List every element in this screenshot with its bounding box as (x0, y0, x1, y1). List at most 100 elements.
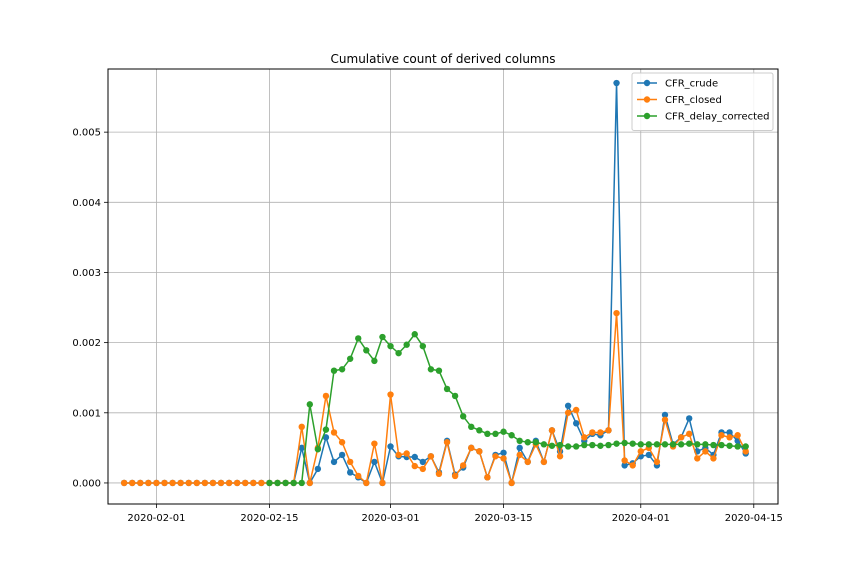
data-point (443, 385, 451, 393)
data-point (677, 441, 685, 448)
data-point (686, 440, 693, 447)
data-point (193, 479, 200, 487)
data-point (572, 420, 580, 427)
data-point (137, 479, 144, 487)
data-point (403, 341, 410, 348)
data-point (597, 442, 604, 449)
data-point (355, 472, 362, 480)
data-point (702, 441, 709, 448)
data-point (742, 443, 749, 450)
data-point (637, 441, 644, 448)
data-point (459, 462, 467, 469)
data-point (427, 366, 435, 373)
data-point (597, 429, 604, 436)
data-point (411, 462, 418, 470)
data-point (605, 427, 612, 434)
data-point (564, 402, 572, 409)
data-point (298, 423, 305, 431)
data-point (363, 479, 370, 487)
legend: CFR_crude CFR_closed CFR_delay_corrected (631, 72, 774, 131)
data-point (669, 441, 677, 448)
data-point (508, 479, 515, 487)
y-tick-label: 0.001 (72, 408, 101, 419)
legend-label: CFR_closed (665, 95, 722, 106)
data-point (419, 465, 427, 473)
data-point (290, 479, 297, 487)
data-point (726, 429, 733, 436)
data-point (605, 441, 612, 449)
data-point (419, 342, 427, 350)
data-point (459, 413, 467, 420)
legend-item: CFR_crude (637, 79, 718, 90)
data-point (645, 441, 653, 448)
data-point (330, 458, 338, 466)
data-point (282, 479, 289, 487)
data-point (613, 79, 620, 87)
data-point (572, 443, 580, 450)
data-point (225, 479, 233, 487)
data-point (718, 441, 725, 449)
y-tick-label: 0.005 (72, 128, 101, 139)
legend-marker (643, 96, 651, 103)
data-point (564, 409, 572, 416)
data-point (572, 406, 580, 414)
data-point (411, 331, 418, 338)
data-point (129, 479, 136, 487)
data-point (710, 441, 717, 449)
data-point (637, 448, 644, 455)
data-point (346, 458, 354, 466)
data-point (451, 392, 459, 400)
data-point (298, 444, 305, 452)
data-point (371, 458, 378, 466)
data-point (322, 434, 330, 441)
data-point (653, 458, 661, 466)
legend-marker (643, 79, 651, 87)
data-point (694, 441, 701, 448)
data-point (427, 453, 435, 460)
data-point (710, 455, 717, 462)
data-point (621, 439, 628, 447)
data-point (516, 437, 523, 445)
y-axis: 0.000 0.001 0.002 0.003 0.004 0.005 (72, 128, 108, 489)
data-point (161, 479, 168, 487)
data-point (233, 479, 241, 487)
data-point (435, 367, 443, 374)
y-tick-label: 0.002 (72, 338, 101, 349)
data-point (330, 429, 338, 436)
data-point (435, 470, 443, 478)
data-point (613, 309, 620, 317)
data-point (734, 432, 741, 439)
data-point (379, 333, 386, 341)
data-point (419, 458, 427, 466)
x-tick-label: 2020-03-01 (361, 513, 419, 524)
data-point (120, 479, 128, 487)
data-point (742, 448, 749, 455)
data-point (242, 479, 249, 487)
data-point (661, 441, 669, 448)
data-point (217, 479, 225, 487)
data-point (589, 429, 596, 436)
plot-frame (107, 68, 779, 505)
data-point (476, 427, 483, 434)
data-point (185, 479, 192, 487)
data-point (355, 335, 362, 342)
data-point (661, 411, 669, 419)
data-point (621, 457, 628, 464)
data-point (524, 439, 531, 446)
data-point (686, 415, 693, 422)
x-tick-label: 2020-03-15 (474, 513, 532, 524)
data-point (468, 444, 475, 452)
legend-label: CFR_crude (665, 79, 718, 90)
data-point (338, 451, 346, 459)
data-point (346, 469, 354, 476)
data-point (500, 428, 507, 435)
data-point (346, 355, 354, 362)
data-point (274, 479, 281, 487)
data-point (726, 434, 733, 441)
legend-label: CFR_delay_corrected (665, 112, 770, 123)
data-point (694, 455, 701, 462)
data-point (387, 443, 394, 450)
data-point (177, 479, 184, 487)
data-point (686, 430, 693, 438)
x-tick-label: 2020-02-01 (127, 513, 185, 524)
